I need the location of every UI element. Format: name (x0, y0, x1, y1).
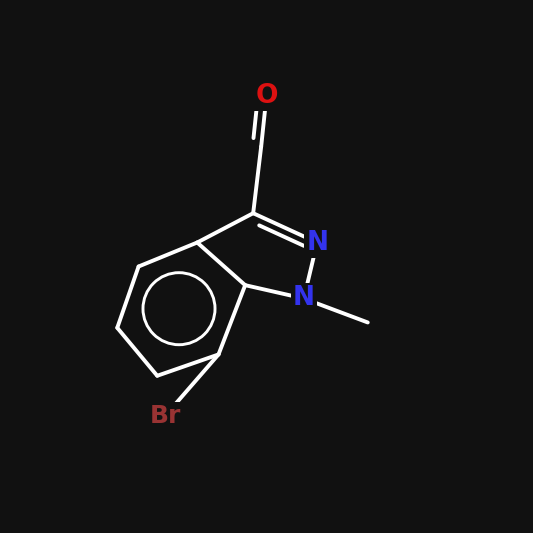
Text: Br: Br (150, 403, 181, 428)
Text: O: O (255, 83, 278, 109)
Text: N: N (293, 286, 315, 311)
Text: N: N (306, 230, 328, 255)
